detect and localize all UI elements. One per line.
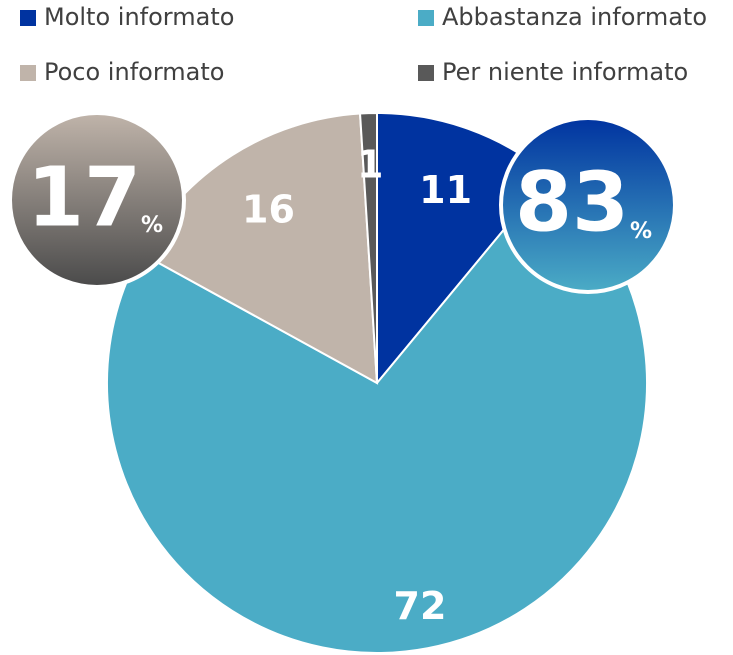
data-label: 16 — [242, 188, 295, 232]
legend: Molto informato Abbastanza informato Poco … — [20, 3, 707, 86]
legend-swatch — [418, 65, 434, 81]
legend-label: Abbastanza informato — [442, 3, 707, 31]
legend-swatch — [20, 65, 36, 81]
data-label: 11 — [419, 168, 472, 212]
badge-circle — [8, 111, 186, 289]
pie-slice — [106, 173, 648, 654]
badge-17: 17 % — [8, 111, 186, 289]
legend-label: Molto informato — [44, 3, 234, 31]
data-label: 72 — [394, 584, 447, 628]
legend-swatch — [418, 10, 434, 26]
data-label: 1 — [357, 143, 383, 187]
badge-unit: % — [141, 213, 163, 238]
legend-swatch — [20, 10, 36, 26]
legend-label: Poco informato — [44, 58, 224, 86]
data-labels: 11 72 16 1 — [242, 143, 472, 628]
badge-circle — [499, 116, 677, 294]
badge-value: 17 — [27, 150, 141, 245]
badge-unit: % — [630, 219, 652, 244]
pie-slice — [358, 111, 378, 384]
badge-value: 83 — [515, 155, 629, 250]
legend-label: Per niente informato — [442, 58, 688, 86]
badge-83: 83 % — [499, 116, 677, 294]
